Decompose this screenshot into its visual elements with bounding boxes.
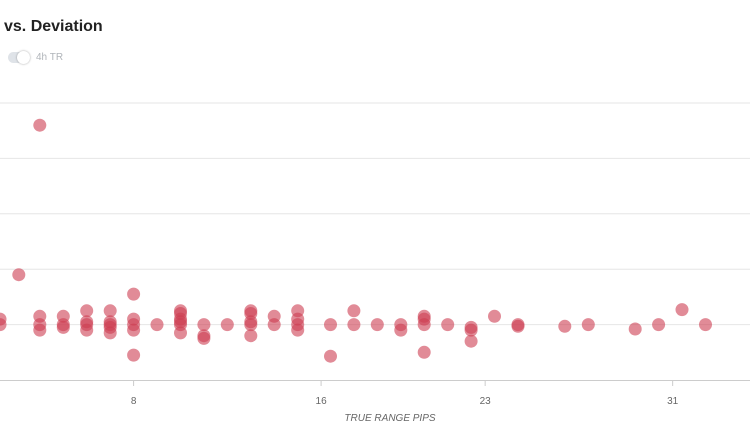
x-tick-label: 23 <box>480 396 492 407</box>
scatter-point[interactable] <box>33 323 47 337</box>
scatter-point[interactable] <box>244 329 258 343</box>
scatter-point[interactable] <box>558 319 572 333</box>
scatter-point[interactable] <box>441 318 455 332</box>
scatter-point[interactable] <box>56 320 70 334</box>
scatter-point[interactable] <box>464 323 478 337</box>
scatter-point[interactable] <box>220 318 234 332</box>
scatter-point[interactable] <box>488 309 501 323</box>
x-tick-label: 8 <box>131 396 137 407</box>
gridlines <box>0 102 750 326</box>
toggle-knob <box>17 51 30 64</box>
x-axis: 8 16 23 31 <box>0 380 750 407</box>
scatter-point[interactable] <box>417 318 431 332</box>
scatter-point[interactable] <box>370 318 384 332</box>
scatter-point[interactable] <box>417 345 431 359</box>
scatter-point[interactable] <box>197 331 211 345</box>
scatter-point[interactable] <box>267 318 281 332</box>
scatter-point[interactable] <box>127 287 141 301</box>
x-tick-label: 31 <box>667 396 679 407</box>
scatter-point[interactable] <box>511 319 525 333</box>
x-tick-label: 16 <box>316 396 328 407</box>
scatter-point[interactable] <box>103 326 117 340</box>
series-toggle-switch[interactable] <box>8 51 30 64</box>
scatter-point[interactable] <box>0 318 7 332</box>
scatter-point[interactable] <box>324 318 337 332</box>
scatter-point[interactable] <box>197 318 211 332</box>
scatter-point[interactable] <box>150 318 164 332</box>
scatter-point[interactable] <box>291 323 305 337</box>
scatter-point[interactable] <box>347 304 361 318</box>
scatter-point[interactable] <box>174 326 187 340</box>
scatter-point[interactable] <box>33 118 47 132</box>
scatter-point[interactable] <box>652 318 666 332</box>
scatter-point[interactable] <box>581 318 595 332</box>
chart-title: vs. Deviation <box>4 18 103 35</box>
scatter-point[interactable] <box>12 268 26 282</box>
x-axis-title: TRUE RANGE PIPS <box>344 413 435 424</box>
scatter-point[interactable] <box>699 318 712 332</box>
toggle-label: 4h TR <box>36 52 64 63</box>
scatter-point[interactable] <box>347 318 361 332</box>
scatter-point[interactable] <box>80 304 94 318</box>
scatter-point[interactable] <box>394 323 408 337</box>
scatter-point[interactable] <box>464 334 478 348</box>
scatter-point[interactable] <box>244 318 258 332</box>
scatter-point[interactable] <box>324 349 337 363</box>
scatter-point[interactable] <box>628 322 642 336</box>
scatter-point[interactable] <box>127 348 141 362</box>
data-points <box>0 118 712 363</box>
scatter-point[interactable] <box>103 304 117 318</box>
scatter-point[interactable] <box>127 323 141 337</box>
series-toggle-row: 4h TR <box>8 51 64 64</box>
scatter-point[interactable] <box>675 303 689 317</box>
scatter-point[interactable] <box>80 323 94 337</box>
